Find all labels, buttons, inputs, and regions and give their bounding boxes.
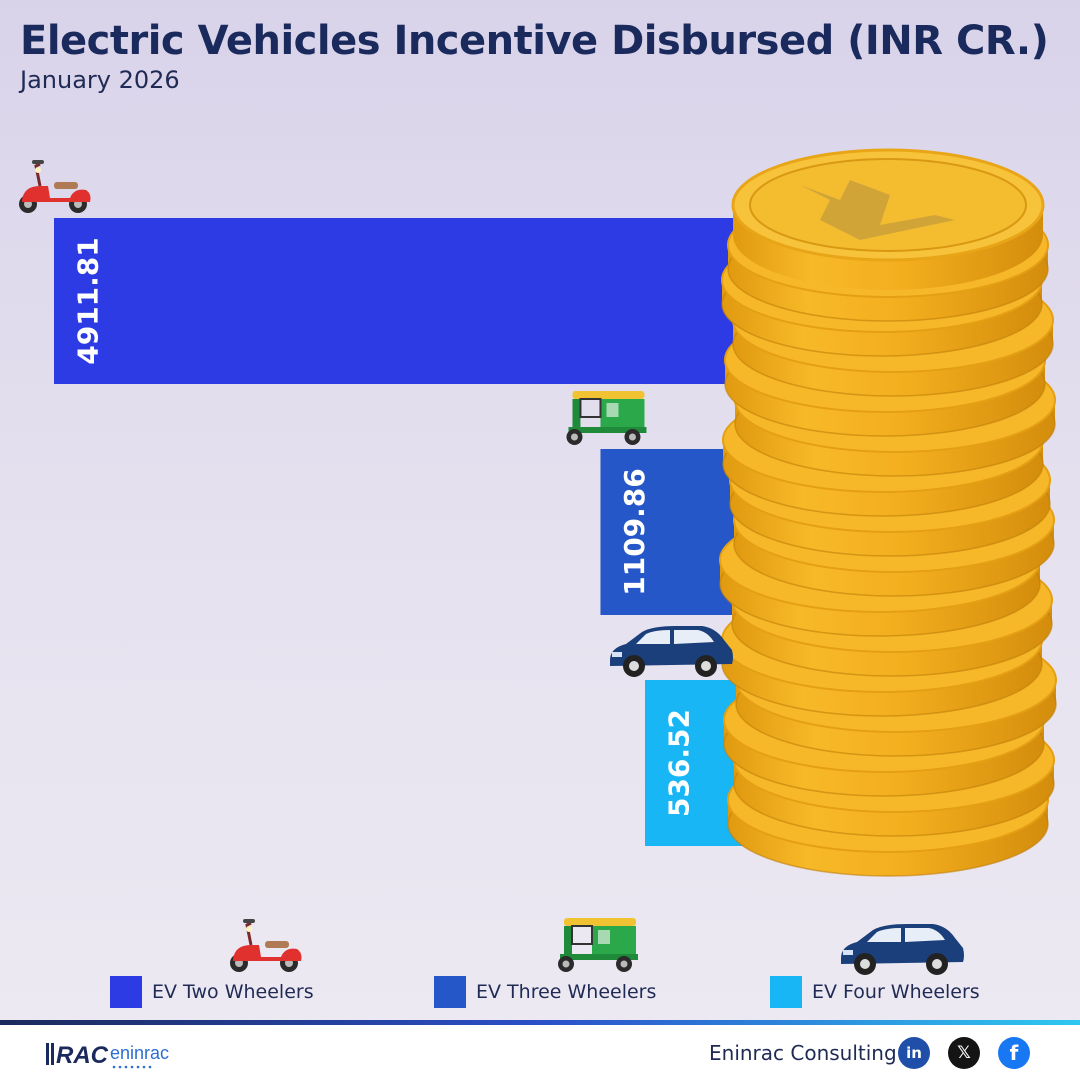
car-icon [610,626,733,677]
value-label-three-wheelers: 1109.86 [618,468,651,596]
value-label-two-wheelers: 4911.81 [72,237,105,365]
rupee-emboss-icon [800,180,955,240]
legend-swatch [770,976,802,1008]
eninrac-logo: RAC eninrac [46,1042,169,1069]
legend-item-four-wheelers: EV Four Wheelers [770,975,980,1009]
bar-chart: 4911.81 1109.86 536.52 [17,148,1057,877]
linkedin-icon[interactable]: in [898,1037,930,1069]
footer: RAC eninrac Eninrac Consulting in 𝕏 f [0,1025,1080,1080]
legend-item-three-wheelers: EV Three Wheelers [434,975,656,1009]
chart-title: Electric Vehicles Incentive Disbursed (I… [20,18,1049,64]
legend-label: EV Four Wheelers [812,981,980,1003]
auto-rickshaw-icon [552,914,642,974]
company-name: Eninrac Consulting [709,1041,897,1065]
car-icon [836,920,968,976]
facebook-icon[interactable]: f [998,1037,1030,1069]
legend-swatch [110,976,142,1008]
legend-label: EV Two Wheelers [152,981,314,1003]
bar-two-wheelers [54,218,760,384]
scooter-icon [225,915,305,975]
legend-swatch [434,976,466,1008]
logo-text: RAC [56,1042,109,1069]
legend-item-two-wheelers: EV Two Wheelers [110,975,314,1009]
auto-rickshaw-icon [565,390,648,446]
footer-divider [0,1020,1080,1025]
value-label-four-wheelers: 536.52 [663,709,696,817]
coin-top [731,148,1045,290]
scooter-icon [17,158,92,215]
legend-label: EV Three Wheelers [476,981,657,1003]
logo-subtext: eninrac [110,1043,169,1063]
x-icon[interactable]: 𝕏 [948,1037,980,1069]
coin-stack-illustration [719,148,1057,877]
chart-subtitle: January 2026 [20,66,180,94]
